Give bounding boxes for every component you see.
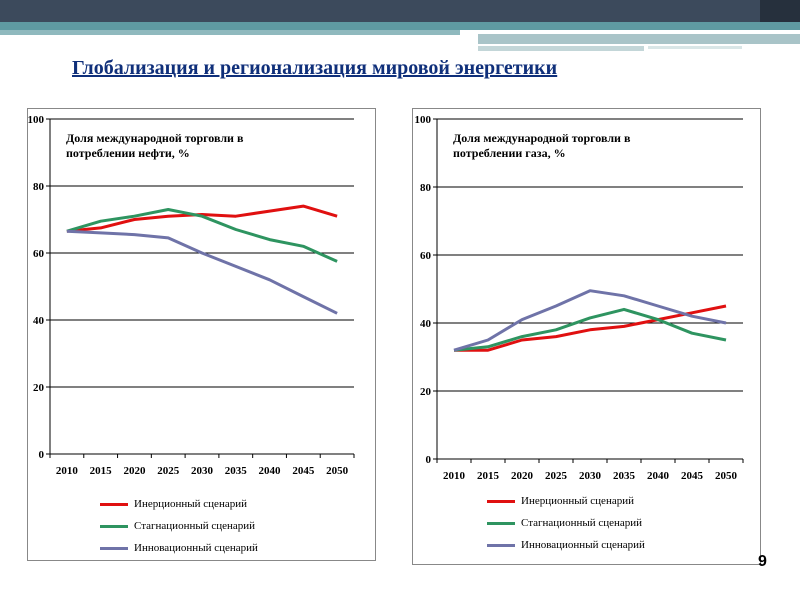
y-tick-label: 100 (415, 114, 432, 126)
x-tick-label: 2020 (123, 465, 146, 477)
x-tick-label: 2035 (225, 465, 248, 477)
gas-chart-panel: 0 20 40 60 80 100 2010 2015 2020 2025 2030 2035 2040… (412, 108, 761, 565)
y-tick-label: 20 (420, 386, 432, 398)
legend-swatch-inertial (487, 499, 515, 503)
x-tick-label: 2045 (681, 470, 704, 482)
legend-label: Стагнационный сценарий (521, 517, 643, 529)
top-banner-edge (760, 0, 800, 22)
y-tick-label: 0 (426, 454, 432, 466)
y-tick-label: 20 (33, 382, 45, 394)
x-tick-label: 2010 (443, 470, 466, 482)
x-tick-label: 2030 (191, 465, 214, 477)
y-tick-label: 80 (33, 181, 45, 193)
decor-stripe (478, 34, 800, 44)
page-number: 9 (758, 553, 767, 570)
y-tick-label: 0 (39, 449, 45, 461)
y-tick-label: 80 (420, 182, 432, 194)
decor-stripe (478, 46, 644, 51)
slide-title: Глобализация и регионализация мировой эн… (72, 57, 558, 79)
legend-label: Инерционный сценарий (134, 498, 247, 510)
legend-label: Инерционный сценарий (521, 495, 634, 507)
legend-label: Стагнационный сценарий (134, 520, 256, 532)
x-tick-label: 2025 (157, 465, 180, 477)
x-tick-label: 2050 (326, 465, 349, 477)
x-tick-label: 2015 (477, 470, 500, 482)
legend-label: Инновационный сценарий (134, 542, 258, 554)
gas-chart-title: Доля международной торговли в потреблени… (453, 131, 631, 160)
series-line-innovation (453, 289, 727, 352)
legend-item-innovation: Инновационный сценарий (100, 537, 258, 559)
oil-chart-title: Доля международной торговли в потреблени… (66, 131, 244, 160)
x-tick-label: 2030 (579, 470, 602, 482)
x-tick-label: 2010 (56, 465, 78, 477)
x-tick-label: 2050 (715, 470, 738, 482)
legend-swatch-stagnation (100, 524, 128, 528)
y-tick-label: 40 (33, 315, 45, 327)
legend-item-stagnation: Стагнационный сценарий (487, 512, 645, 534)
oil-chart-panel: 0 20 40 60 80 100 2010 2015 2020 2025 2030 2035 2040… (27, 108, 376, 561)
legend-item-inertial: Инерционный сценарий (100, 493, 258, 515)
x-tick-label: 2020 (511, 470, 534, 482)
y-tick-label: 60 (420, 250, 432, 262)
legend-item-innovation: Инновационный сценарий (487, 534, 645, 556)
legend-swatch-inertial (100, 502, 128, 506)
x-tick-label: 2035 (613, 470, 636, 482)
x-tick-label: 2040 (259, 465, 282, 477)
legend-swatch-stagnation (487, 521, 515, 525)
y-tick-label: 40 (420, 318, 432, 330)
x-tick-label: 2040 (647, 470, 670, 482)
legend-swatch-innovation (100, 546, 128, 550)
oil-chart-legend: Инерционный сценарий Стагнационный сцена… (100, 493, 258, 559)
legend-item-inertial: Инерционный сценарий (487, 490, 645, 512)
x-tick-label: 2025 (545, 470, 568, 482)
decor-stripe (0, 22, 800, 30)
legend-label: Инновационный сценарий (521, 539, 645, 551)
series-line-inertial (66, 204, 338, 233)
legend-swatch-innovation (487, 543, 515, 547)
decor-stripe (0, 30, 460, 35)
y-tick-label: 60 (33, 248, 45, 260)
x-tick-label: 2015 (90, 465, 113, 477)
decor-stripe (648, 46, 742, 49)
top-banner (0, 0, 800, 22)
legend-item-stagnation: Стагнационный сценарий (100, 515, 258, 537)
gas-chart-legend: Инерционный сценарий Стагнационный сцена… (487, 490, 645, 556)
y-tick-label: 100 (28, 114, 45, 126)
x-tick-label: 2045 (292, 465, 315, 477)
